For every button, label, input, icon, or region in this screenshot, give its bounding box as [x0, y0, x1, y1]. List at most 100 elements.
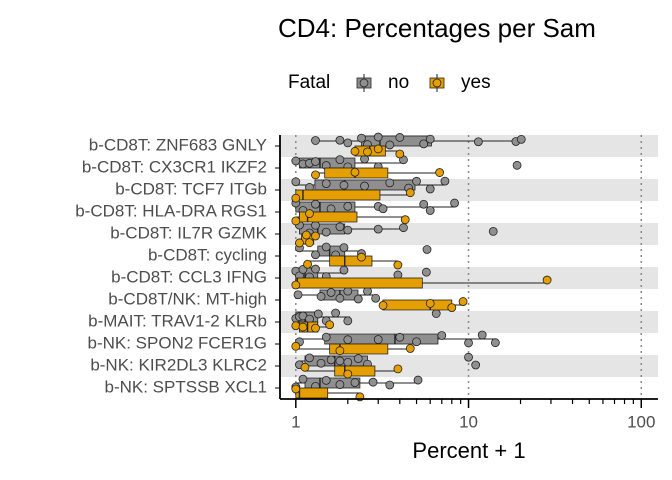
- point: [325, 320, 335, 330]
- point: [311, 264, 320, 274]
- point: [343, 225, 353, 235]
- point: [311, 170, 320, 180]
- point: [298, 322, 308, 332]
- point: [477, 330, 487, 340]
- point: [335, 346, 345, 356]
- point: [303, 259, 312, 269]
- point: [373, 224, 383, 234]
- point: [385, 380, 395, 390]
- point: [488, 227, 498, 236]
- legend-label: no: [388, 72, 409, 93]
- chart-title: CD4: Percentages per Sam: [278, 13, 596, 43]
- point: [305, 209, 314, 218]
- point: [311, 220, 320, 230]
- point: [291, 193, 301, 203]
- point: [357, 133, 366, 143]
- point: [311, 157, 320, 166]
- point: [421, 267, 431, 277]
- point: [305, 238, 314, 248]
- point: [335, 380, 345, 389]
- point: [385, 140, 395, 150]
- point: [425, 299, 435, 308]
- point: [395, 149, 405, 159]
- point: [343, 369, 353, 379]
- point: [395, 332, 405, 342]
- point: [413, 375, 423, 385]
- point: [395, 133, 405, 142]
- y-tick-label: b-CD8T: cycling: [148, 245, 267, 264]
- point: [313, 309, 323, 319]
- point: [350, 167, 360, 177]
- point: [291, 384, 301, 394]
- point: [343, 201, 353, 211]
- point: [512, 160, 522, 170]
- box: [382, 299, 453, 311]
- point: [385, 178, 395, 188]
- point: [490, 338, 500, 348]
- box: [295, 277, 423, 289]
- y-tick-label: b-MAIT: TRAV1-2 KLRb: [88, 311, 267, 330]
- point: [321, 375, 331, 385]
- point: [343, 316, 353, 326]
- y-tick-label: b-NK: SPON2 FCER1G: [88, 333, 268, 352]
- point: [291, 341, 301, 351]
- point: [419, 199, 429, 209]
- point: [339, 243, 349, 253]
- y-tick-label: b-CD8T: IL7R GZMK: [110, 223, 267, 242]
- box: [295, 189, 381, 201]
- point: [321, 332, 331, 342]
- x-tick-label: 10: [459, 412, 478, 431]
- point: [412, 337, 421, 347]
- point: [291, 216, 301, 226]
- point: [458, 297, 468, 306]
- point: [373, 335, 383, 344]
- point: [464, 338, 473, 348]
- box: [329, 255, 373, 267]
- y-tick-label: b-NK: KIR2DL3 KLRC2: [90, 355, 267, 374]
- point: [431, 309, 441, 318]
- x-tick-label: 100: [627, 412, 655, 431]
- point: [368, 377, 378, 387]
- y-tick-label: b-CD8T: CCL3 IFNG: [111, 267, 267, 286]
- point: [339, 265, 349, 275]
- point: [321, 242, 331, 252]
- point: [326, 288, 336, 297]
- point: [311, 136, 320, 145]
- point: [343, 335, 353, 345]
- point: [311, 199, 320, 209]
- point: [305, 353, 314, 363]
- point: [316, 292, 326, 301]
- point: [412, 176, 421, 186]
- point: [331, 308, 341, 318]
- point: [435, 168, 445, 177]
- legend-key-point: [359, 78, 369, 88]
- point: [447, 303, 457, 313]
- point: [363, 286, 372, 296]
- legend-label: yes: [461, 72, 491, 93]
- point: [450, 198, 459, 208]
- point: [321, 179, 331, 189]
- point: [440, 176, 450, 186]
- point: [405, 344, 415, 353]
- point: [437, 331, 447, 340]
- point: [335, 293, 345, 303]
- box: [295, 387, 329, 399]
- point: [298, 374, 308, 384]
- y-tick-label: b-CD8T: CX3CR1 IKZF2: [82, 157, 267, 176]
- y-tick-label: b-NK: SPTSSB XCL1: [104, 377, 267, 396]
- point: [378, 204, 388, 214]
- point: [425, 206, 435, 215]
- point: [295, 238, 304, 248]
- point: [400, 215, 410, 225]
- point: [339, 180, 349, 190]
- y-tick-label: b-CD8T: TCF7 ITGb: [115, 179, 267, 198]
- point: [350, 378, 360, 388]
- point: [473, 137, 483, 147]
- point: [335, 356, 345, 366]
- point: [516, 134, 526, 144]
- x-axis-label: Percent + 1: [412, 438, 525, 463]
- point: [422, 245, 432, 254]
- point: [363, 147, 372, 157]
- point: [316, 358, 326, 368]
- y-tick-label: b-CD8T: HLA-DRA RGS1: [75, 201, 267, 220]
